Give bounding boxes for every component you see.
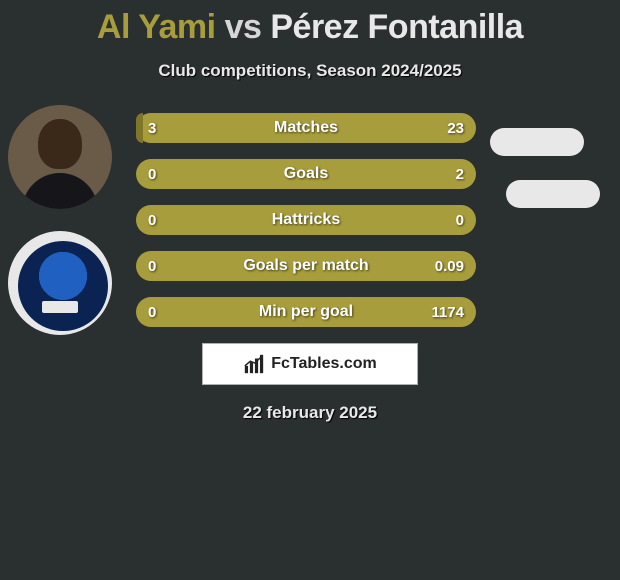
- side-pill: [490, 128, 584, 156]
- comparison-title: Al Yami vs Pérez Fontanilla: [0, 0, 620, 47]
- stat-value-right: 1174: [431, 304, 464, 321]
- avatar-column: [8, 105, 120, 357]
- stat-value-right: 0.09: [435, 258, 464, 275]
- logo-text: FcTables.com: [271, 355, 377, 373]
- player-avatar: [8, 105, 112, 209]
- stat-value-right: 23: [447, 120, 464, 137]
- chart-icon: [243, 353, 265, 375]
- subtitle: Club competitions, Season 2024/2025: [0, 61, 620, 81]
- stat-bar: 0Goals per match0.09: [136, 251, 476, 281]
- player2-name: Pérez Fontanilla: [270, 8, 523, 46]
- date-text: 22 february 2025: [0, 403, 620, 423]
- fctables-logo[interactable]: FcTables.com: [202, 343, 418, 385]
- stat-label: Goals: [136, 165, 476, 183]
- stat-bar: 0Hattricks0: [136, 205, 476, 235]
- stat-label: Min per goal: [136, 303, 476, 321]
- stat-label: Hattricks: [136, 211, 476, 229]
- vs-text: vs: [225, 8, 262, 46]
- player1-name: Al Yami: [97, 8, 216, 46]
- stat-value-right: 0: [456, 212, 464, 229]
- stat-bar: 0Min per goal1174: [136, 297, 476, 327]
- stat-bar: 0Goals2: [136, 159, 476, 189]
- side-pill: [506, 180, 600, 208]
- stat-value-right: 2: [456, 166, 464, 183]
- stat-bar: 3Matches23: [136, 113, 476, 143]
- stat-bars: 3Matches230Goals20Hattricks00Goals per m…: [136, 113, 476, 327]
- stat-label: Matches: [136, 119, 476, 137]
- club-logo: [8, 231, 112, 335]
- stat-label: Goals per match: [136, 257, 476, 275]
